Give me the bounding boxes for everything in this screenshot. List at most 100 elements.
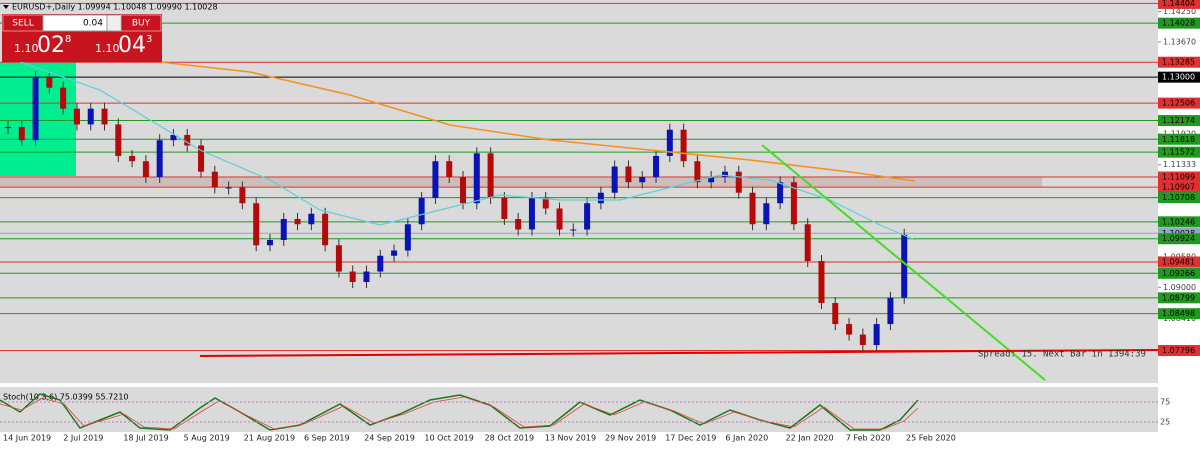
candle-body [87, 108, 94, 125]
candle-body [363, 271, 370, 283]
candle-body [46, 77, 53, 88]
indicator-panel [0, 387, 1158, 432]
level-label: 1.08498 [1162, 309, 1195, 318]
sell-price-small[interactable]: 8 [65, 34, 71, 45]
moving-average-slow [159, 61, 916, 182]
level-label: 1.09481 [1162, 258, 1195, 267]
date-label: 17 Dec 2019 [665, 434, 716, 443]
candle-body [253, 203, 260, 246]
candle-body [721, 171, 728, 177]
candle-body [184, 134, 191, 146]
candle-body [639, 176, 646, 183]
level-label-box [1158, 17, 1200, 29]
level-label: 1.14028 [1162, 19, 1195, 28]
zone [0, 177, 1042, 187]
candle-body [18, 127, 25, 141]
level-label-box [1158, 192, 1200, 204]
level-label-box [1158, 171, 1200, 183]
indicator-levels: 75 25 [0, 398, 1170, 427]
indicator-level-label: 25 [1160, 418, 1170, 427]
date-label: 24 Sep 2019 [364, 434, 415, 443]
main-panel [0, 0, 1158, 383]
lot-value: 0.04 [83, 19, 103, 29]
level-label: 1.07796 [1162, 346, 1195, 355]
candle-body [901, 234, 908, 298]
sell-price-main[interactable]: 02 [37, 33, 65, 58]
level-label-box [1158, 71, 1200, 83]
candle-body [129, 155, 136, 162]
price-tick-label: 1.09000 [1163, 283, 1196, 292]
candle-body [515, 218, 522, 230]
buy-price-main[interactable]: 04 [118, 33, 146, 58]
level-label: 1.11818 [1162, 135, 1195, 144]
candle-body [377, 255, 384, 272]
date-label: 2 Jul 2019 [63, 434, 103, 443]
level-label-box [1158, 133, 1200, 145]
levels: 1.142501.136701.119201.113331.095801.090… [0, 0, 1200, 357]
date-label: 25 Feb 2020 [906, 434, 956, 443]
candle-body [170, 134, 177, 141]
lot-spinner[interactable] [106, 14, 122, 32]
candle-body [832, 303, 839, 325]
moving-average-fast [19, 61, 916, 241]
candle-body [335, 245, 342, 272]
candle-body [887, 297, 894, 325]
level-label-box [1158, 233, 1200, 245]
buy-price-small[interactable]: 3 [146, 34, 152, 45]
level-label: 1.09266 [1162, 269, 1195, 278]
price-tick-label: 1.13670 [1163, 37, 1196, 46]
candle-body [611, 166, 618, 193]
level-label-box [1158, 56, 1200, 68]
level-label-box [1158, 0, 1200, 9]
level-label-box [1158, 216, 1200, 228]
price-tick-label: 1.14250 [1163, 7, 1196, 16]
date-label: 14 Jun 2019 [3, 434, 51, 443]
candle-body [873, 324, 880, 346]
candle-body [5, 127, 11, 129]
candle-body [349, 271, 356, 283]
candle-body [446, 161, 453, 177]
level-label: 1.10708 [1162, 193, 1195, 202]
level-label: 1.10907 [1162, 183, 1195, 192]
time-axis: 14 Jun 2019 2 Jul 2019 18 Jul 2019 5 Aug 20… [3, 434, 956, 443]
level-label: 1.11572 [1162, 148, 1195, 157]
level-label-box [1158, 181, 1200, 193]
candle-body [239, 187, 246, 204]
indicator-label: Stoch(10,3,6) 75.0399 55.7210 [3, 393, 129, 402]
candle-body [322, 213, 329, 246]
candle-body [859, 334, 866, 346]
buy-button[interactable] [120, 14, 162, 32]
candle-body [198, 145, 205, 172]
date-label: 22 Jan 2020 [786, 434, 834, 443]
date-label: 29 Nov 2019 [605, 434, 656, 443]
candle-body [501, 197, 508, 219]
indicator-level-label: 75 [1160, 398, 1170, 407]
sell-label: SELL [12, 19, 33, 29]
level-label-box [1158, 256, 1200, 268]
dropdown-icon[interactable] [3, 5, 9, 9]
level-label: 1.12506 [1162, 99, 1195, 108]
date-label: 18 Jul 2019 [123, 434, 168, 443]
date-label: 6 Sep 2019 [304, 434, 350, 443]
candle-body [266, 240, 273, 246]
level-label-box [1158, 115, 1200, 127]
level-label-box [1158, 267, 1200, 279]
date-label: 7 Feb 2020 [846, 434, 891, 443]
candle-body [432, 161, 439, 198]
candle-body [804, 224, 811, 262]
level-label: 1.10246 [1162, 217, 1195, 226]
candle-body [460, 176, 466, 204]
candle-body [225, 187, 232, 189]
trend-line [761, 144, 1046, 381]
candle-body [473, 153, 480, 204]
level-label: 1.13000 [1162, 73, 1195, 82]
candle-body [308, 213, 315, 225]
sell-price-big[interactable]: 1.10 [14, 42, 39, 55]
buy-price-big[interactable]: 1.10 [95, 42, 120, 55]
candle-body [694, 161, 701, 183]
candle-body [73, 108, 80, 125]
date-label: 10 Oct 2019 [424, 434, 473, 443]
candle-body [32, 77, 39, 141]
candle-body [846, 324, 853, 335]
